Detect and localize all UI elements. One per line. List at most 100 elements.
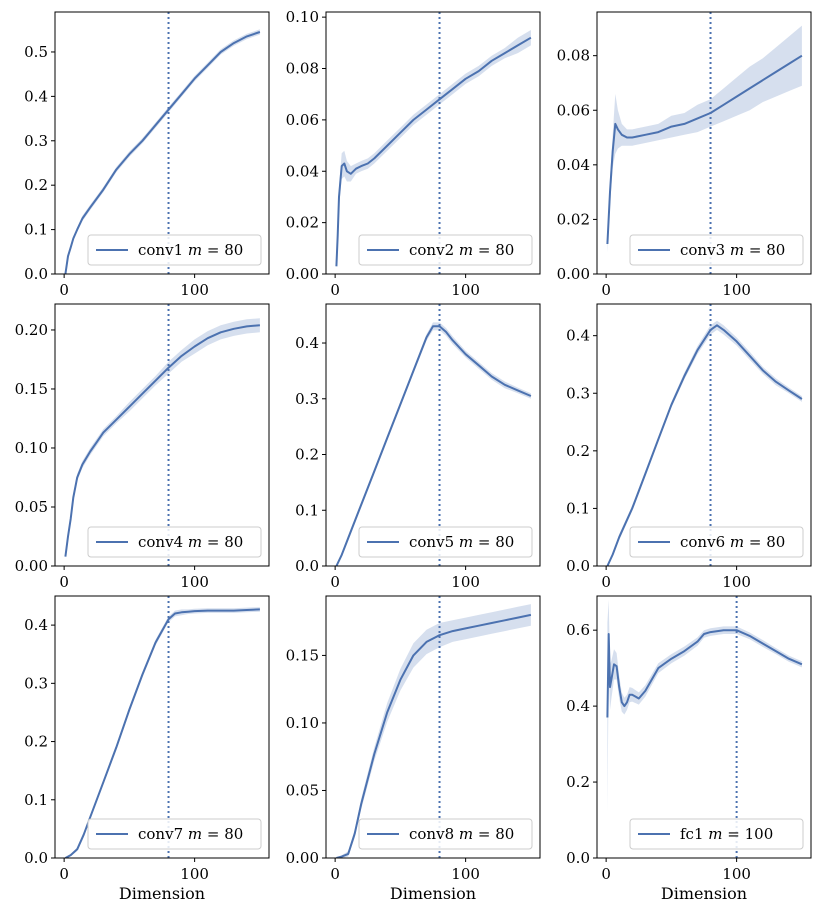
legend-box <box>629 526 804 558</box>
y-tick-label: 0.0 <box>295 557 319 575</box>
legend-m-value: 100 <box>745 825 774 843</box>
legend-series-name: conv7 <box>138 825 188 843</box>
legend-m-value: 80 <box>224 533 243 551</box>
y-tick-label: 0.04 <box>557 156 590 174</box>
series-line <box>335 325 532 566</box>
y-tick-label: 0.10 <box>15 439 48 457</box>
legend-label: conv5 m = 80 <box>409 533 514 551</box>
y-tick-label: 0.00 <box>557 265 590 283</box>
legend-series-name: conv3 <box>680 241 730 259</box>
plot-area <box>335 304 532 566</box>
axes-frame <box>325 11 541 275</box>
y-tick-label: 0.4 <box>295 334 319 352</box>
x-tick-label: 100 <box>180 573 209 591</box>
plot-area <box>64 596 260 858</box>
y-tick-label: 0.02 <box>286 214 319 232</box>
legend-m-symbol: m <box>730 533 744 551</box>
panel-conv1: 0.0 0.1 0.2 0.3 0.4 0.5 0 100 conv1 m = 80 <box>24 11 270 299</box>
plot-area <box>335 12 532 274</box>
legend-label: conv2 m = 80 <box>409 241 514 259</box>
legend-box <box>358 526 533 558</box>
legend-m-value: 80 <box>495 241 514 259</box>
x-tick-label: 0 <box>59 281 69 299</box>
y-tick-label: 0.00 <box>15 557 48 575</box>
axes-frame <box>325 595 541 859</box>
y-tick-label: 0.1 <box>24 221 48 239</box>
legend-equals: = <box>473 825 495 843</box>
y-tick-label: 0.02 <box>557 210 590 228</box>
legend-box <box>629 818 804 850</box>
legend-series-name: conv4 <box>138 533 188 551</box>
y-tick-label: 0.0 <box>566 557 590 575</box>
legend-m-value: 80 <box>224 241 243 259</box>
x-tick-label: 0 <box>330 865 340 883</box>
panel-conv6: 0.0 0.1 0.2 0.3 0.4 0 100 conv6 m = 80 <box>566 303 812 591</box>
x-tick-label: 0 <box>330 573 340 591</box>
y-tick-label: 0.2 <box>566 442 590 460</box>
y-tick-label: 0.15 <box>286 646 319 664</box>
legend-m-value: 80 <box>766 533 785 551</box>
legend-m-symbol: m <box>730 241 744 259</box>
legend-label: conv1 m = 80 <box>138 241 243 259</box>
x-tick-label: 100 <box>180 865 209 883</box>
y-tick-label: 0.06 <box>286 111 319 129</box>
legend-box <box>87 818 262 850</box>
plot-area <box>336 596 532 858</box>
plot-area <box>606 304 803 566</box>
panel-conv3: 0.00 0.02 0.04 0.06 0.08 0 100 conv3 m = 80 <box>557 11 812 299</box>
panel-conv4: 0.00 0.05 0.10 0.15 0.20 0 100 conv4 m = 80 <box>15 303 270 591</box>
x-tick-label: 100 <box>722 573 751 591</box>
legend-equals: = <box>473 241 495 259</box>
legend-m-value: 80 <box>495 533 514 551</box>
series-line <box>606 629 803 718</box>
legend-m-symbol: m <box>708 825 722 843</box>
y-tick-label: 0.6 <box>566 621 590 639</box>
confidence-band <box>607 25 802 253</box>
y-tick-label: 0.08 <box>286 60 319 78</box>
legend-m-value: 80 <box>495 825 514 843</box>
plot-area <box>64 304 260 566</box>
y-tick-label: 0.4 <box>566 327 590 345</box>
x-tick-label: 0 <box>330 281 340 299</box>
x-tick-label: 0 <box>601 573 611 591</box>
series-line <box>64 608 260 858</box>
legend-box <box>358 818 533 850</box>
y-tick-label: 0.3 <box>295 390 319 408</box>
x-tick-label: 100 <box>722 281 751 299</box>
axes-frame <box>54 303 270 567</box>
legend-equals: = <box>473 533 495 551</box>
legend-m-symbol: m <box>459 825 473 843</box>
legend-equals: = <box>744 533 766 551</box>
x-tick-label: 0 <box>59 573 69 591</box>
axes-frame <box>54 595 270 859</box>
series-line <box>335 36 532 267</box>
legend-series-name: conv6 <box>680 533 730 551</box>
x-axis-label: Dimension <box>390 884 476 903</box>
legend-box <box>87 234 262 266</box>
y-tick-label: 0.3 <box>24 132 48 150</box>
x-tick-label: 100 <box>180 281 209 299</box>
y-tick-label: 0.04 <box>286 162 319 180</box>
y-tick-label: 0.20 <box>15 321 48 339</box>
y-tick-label: 0.4 <box>24 616 48 634</box>
legend-m-symbol: m <box>188 241 202 259</box>
series-line <box>606 324 803 566</box>
legend-series-name: conv1 <box>138 241 188 259</box>
y-tick-label: 0.0 <box>24 849 48 867</box>
legend-series-name: fc1 <box>680 825 708 843</box>
confidence-band <box>607 599 802 813</box>
panel-conv2: 0.00 0.02 0.04 0.06 0.08 0.10 0 100 conv2 m = 80 <box>286 8 541 299</box>
axes-frame <box>325 303 541 567</box>
legend-label: conv4 m = 80 <box>138 533 243 551</box>
x-tick-label: 100 <box>451 281 480 299</box>
axes-frame <box>596 303 812 567</box>
y-tick-label: 0.4 <box>566 697 590 715</box>
y-tick-label: 0.2 <box>24 733 48 751</box>
series-line <box>64 31 261 274</box>
series-line <box>64 324 260 557</box>
y-tick-label: 0.15 <box>15 380 48 398</box>
legend-series-name: conv8 <box>409 825 459 843</box>
